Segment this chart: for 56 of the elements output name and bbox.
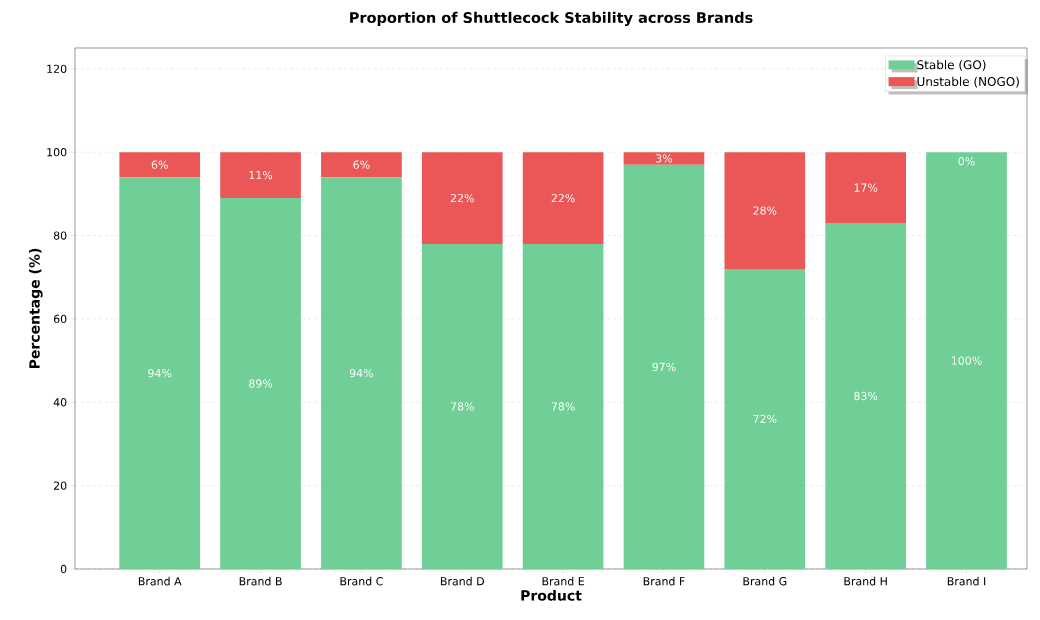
- data-label: 22%: [551, 193, 575, 203]
- bar: [321, 152, 402, 178]
- bar: [825, 152, 906, 224]
- bar: [724, 268, 806, 569]
- data-label: 100%: [951, 356, 982, 365]
- legend-label: Stable (GO): [917, 59, 986, 71]
- data-label: 22%: [450, 193, 474, 203]
- x-tick-label: Brand A: [138, 576, 182, 586]
- x-tick-label: Brand H: [844, 576, 887, 586]
- y-tick-label: 20: [53, 481, 67, 490]
- bar: [926, 152, 1007, 569]
- bar: [522, 152, 604, 244]
- x-axis-title: Product: [521, 589, 582, 601]
- bar: [623, 152, 705, 165]
- x-tick-label: Brand I: [947, 576, 986, 586]
- x-tick-label: Brand B: [239, 576, 282, 586]
- bar: [119, 152, 201, 178]
- bar: [522, 243, 604, 569]
- data-label: 72%: [753, 414, 777, 424]
- y-tick-label: 80: [53, 231, 67, 240]
- data-label: 6%: [353, 160, 370, 169]
- y-tick-label: 40: [53, 398, 67, 407]
- y-tick-label: 60: [53, 314, 67, 324]
- data-label: 3%: [656, 154, 673, 163]
- x-tick-label: Brand C: [340, 576, 383, 586]
- data-label: 78%: [551, 402, 575, 411]
- data-label: 89%: [249, 379, 273, 388]
- chart-title: Proportion of Shuttlecock Stability across Brands: [350, 11, 753, 26]
- y-axis-title: Percentage (%): [28, 248, 43, 369]
- x-tick-label: Brand F: [643, 576, 685, 586]
- bar: [623, 164, 705, 569]
- data-label: 28%: [753, 206, 777, 215]
- data-label: 94%: [148, 368, 172, 378]
- legend-label: Unstable (NOGO): [917, 76, 1019, 88]
- bar: [825, 223, 906, 569]
- y-tick-label: 120: [47, 64, 67, 73]
- data-label: 83%: [854, 391, 878, 401]
- bar: [220, 198, 301, 569]
- data-label: 11%: [249, 170, 273, 180]
- data-label: 6%: [151, 160, 168, 169]
- data-label: 17%: [854, 183, 878, 192]
- y-tick-label: 0: [60, 564, 67, 574]
- x-tick-label: Brand D: [440, 576, 484, 586]
- bar: [321, 177, 402, 569]
- bar: [724, 152, 806, 269]
- bar: [421, 152, 503, 244]
- bar: [220, 152, 301, 199]
- bar: [421, 243, 503, 569]
- x-tick-label: Brand E: [542, 576, 585, 586]
- data-label: 94%: [349, 368, 374, 378]
- y-tick-label: 100: [47, 148, 67, 157]
- x-tick-label: Brand G: [743, 576, 787, 586]
- data-label: 0%: [958, 157, 975, 166]
- bar: [119, 177, 201, 569]
- data-label: 97%: [652, 362, 676, 372]
- data-label: 78%: [450, 402, 474, 411]
